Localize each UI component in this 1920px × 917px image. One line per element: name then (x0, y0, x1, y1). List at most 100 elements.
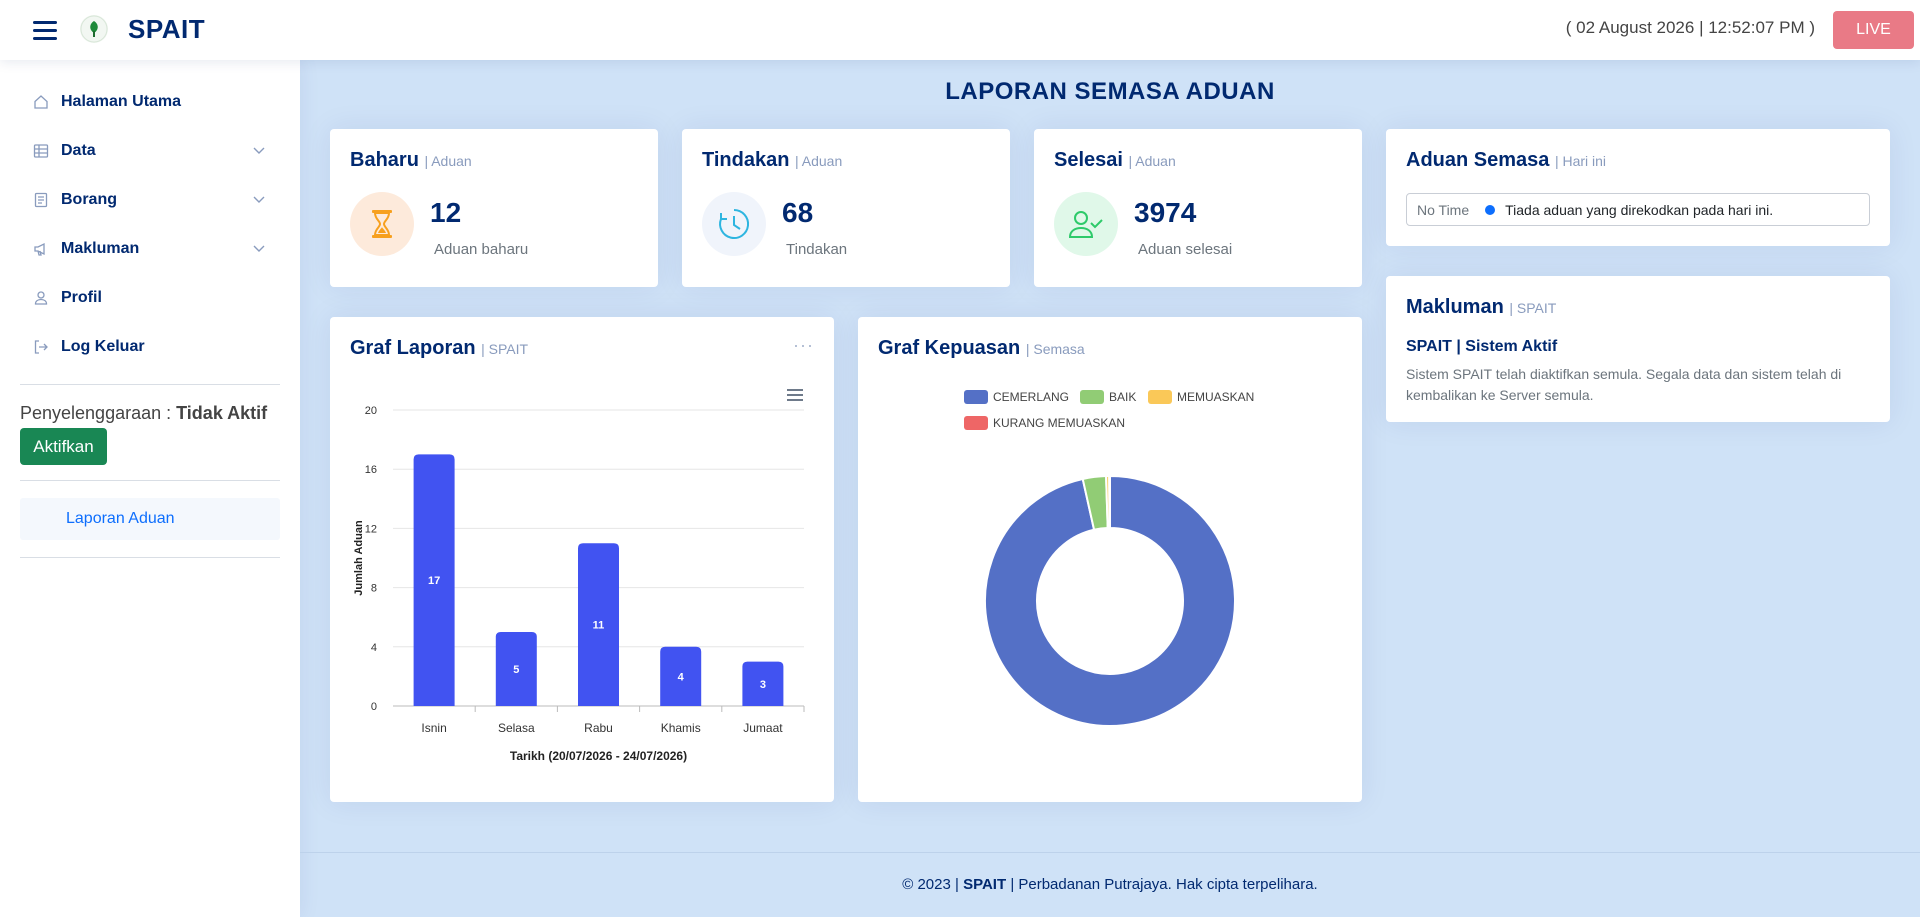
stat-label: Aduan baharu (434, 241, 529, 258)
card-subtitle: | Aduan (424, 153, 472, 169)
sidebar-item-profil[interactable]: Profil (20, 278, 276, 318)
card-title-text: Aduan Semasa (1406, 149, 1550, 171)
legend-label: MEMUASKAN (1177, 390, 1254, 404)
chevron-down-icon[interactable] (252, 143, 266, 162)
sidebar-item-halaman-utama[interactable]: Halaman Utama (20, 82, 276, 122)
stat-card-selesai: Selesai | Aduan 3974 Aduan selesai (1034, 129, 1362, 287)
activity-message: Tiada aduan yang direkodkan pada hari in… (1505, 201, 1774, 218)
x-tick-label: Isnin (421, 721, 446, 735)
card-subtitle: | Aduan (795, 153, 843, 169)
notice-heading: SPAIT | Sistem Aktif (1406, 338, 1558, 355)
live-button[interactable]: LIVE (1833, 11, 1914, 49)
current-complaints-card: Aduan Semasa | Hari ini No Time Tiada ad… (1386, 129, 1890, 246)
form-icon (33, 192, 55, 208)
card-subtitle: | Aduan (1128, 153, 1176, 169)
legend-label: CEMERLANG (993, 390, 1069, 404)
sidebar: Halaman Utama Data Borang Makluman Profi… (0, 60, 300, 917)
card-title: Selesai | Aduan (1054, 149, 1176, 172)
card-title-text: Tindakan (702, 149, 790, 171)
sidebar-item-label: Profil (61, 289, 102, 306)
stat-card-tindakan: Tindakan | Aduan 68 Tindakan (682, 129, 1010, 287)
card-title-text: Makluman (1406, 296, 1504, 318)
bar-chart: 0 4 8 12 16 20 17 Isnin 5 Selasa 11 Rabu 4 Khamis 3 Jum… (353, 389, 805, 763)
card-title: Baharu | Aduan (350, 149, 472, 172)
x-tick-label: Jumaat (743, 721, 783, 735)
sidebar-item-label: Makluman (61, 240, 140, 257)
logout-icon (33, 339, 55, 355)
sidebar-divider (20, 480, 280, 481)
stat-value: 3974 (1134, 197, 1197, 228)
sidebar-item-label: Data (61, 142, 96, 159)
footer-copyright: © 2023 | (902, 876, 959, 893)
clock-icon (702, 192, 766, 256)
status-dot-icon (1485, 204, 1496, 215)
chart-menu-line (787, 389, 803, 391)
megaphone-icon (33, 241, 55, 257)
sidebar-item-label: Halaman Utama (61, 93, 182, 110)
stat-label: Aduan selesai (1138, 241, 1233, 258)
activate-button[interactable]: Aktifkan (20, 428, 107, 465)
sidebar-item-data[interactable]: Data (20, 131, 276, 171)
chevron-down-icon[interactable] (252, 192, 266, 211)
card-title-text: Baharu (350, 149, 419, 171)
y-tick-label: 8 (371, 583, 377, 595)
sidebar-item-log-keluar[interactable]: Log Keluar (20, 327, 276, 367)
stat-label: Tindakan (786, 241, 848, 258)
bar (413, 454, 455, 706)
maintenance-label: Penyelenggaraan : (20, 403, 172, 423)
sidebar-item-label: Log Keluar (61, 338, 145, 355)
footer-brand: SPAIT (963, 876, 1007, 893)
card-subtitle: | SPAIT (1509, 300, 1557, 316)
person-check-icon (1054, 192, 1118, 256)
chevron-down-icon[interactable] (252, 241, 266, 260)
card-title: Aduan Semasa | Hari ini (1406, 149, 1606, 172)
legend-swatch (1148, 390, 1172, 404)
y-tick-label: 0 (371, 701, 377, 713)
stat-card-baharu: Baharu | Aduan 12 Aduan baharu (330, 129, 658, 287)
chart-menu-line (787, 394, 803, 396)
legend-swatch (964, 416, 988, 430)
card-title-text: Graf Laporan (350, 337, 476, 359)
pie-slice (984, 474, 1236, 727)
menu-toggle-icon[interactable] (33, 19, 57, 41)
data-label: 11 (593, 620, 605, 632)
logo-icon (80, 15, 108, 43)
sidebar-item-laporan-aduan[interactable]: Laporan Aduan (20, 498, 280, 540)
chart-menu-icon (787, 389, 803, 401)
bar (660, 646, 702, 706)
sidebar-divider (20, 557, 280, 558)
card-subtitle: | SPAIT (481, 341, 529, 357)
maintenance-value: Tidak Aktif (176, 403, 268, 423)
card-title: Graf Laporan | SPAIT (350, 337, 528, 360)
notice-card: Makluman | SPAIT SPAIT | Sistem Aktif Si… (1386, 276, 1890, 422)
y-tick-label: 16 (365, 464, 377, 476)
pie-chart-card: Graf Kepuasan | Semasa CEMERLANG BAIK MEMU… (858, 317, 1362, 802)
data-label: 4 (678, 671, 685, 683)
legend-label: BAIK (1109, 390, 1136, 404)
legend-swatch (1080, 390, 1104, 404)
activity-item: No Time Tiada aduan yang direkodkan pada… (1406, 193, 1870, 226)
top-header: SPAIT ( 02 August 2026 | 12:52:07 PM ) L… (0, 0, 1920, 60)
more-options-icon[interactable]: ··· (793, 335, 814, 355)
x-tick-label: Khamis (661, 721, 701, 735)
notice-body: Sistem SPAIT telah diaktifkan semula. Se… (1406, 366, 1842, 403)
page-title: LAPORAN SEMASA ADUAN (945, 78, 1275, 105)
x-axis-title: Tarikh (20/07/2026 - 24/07/2026) (510, 749, 687, 763)
brand-name[interactable]: SPAIT (128, 14, 206, 44)
activity-time: No Time (1417, 201, 1470, 218)
pie-slice (1108, 474, 1111, 530)
donut-chart: CEMERLANG BAIK MEMUASKAN KURANG MEMUASKAN (964, 390, 1254, 727)
card-subtitle: | Hari ini (1554, 153, 1607, 169)
card-title-text: Graf Kepuasan (878, 337, 1021, 359)
card-subtitle: | Semasa (1025, 341, 1085, 357)
bar (578, 543, 619, 706)
stat-value: 68 (782, 197, 814, 228)
y-tick-label: 4 (371, 642, 377, 654)
sidebar-item-makluman[interactable]: Makluman (20, 229, 276, 269)
sidebar-item-borang[interactable]: Borang (20, 180, 276, 220)
data-label: 17 (428, 575, 440, 587)
bar (742, 661, 784, 706)
card-title: Graf Kepuasan | Semasa (878, 337, 1085, 360)
person-icon (33, 290, 55, 306)
house-icon (33, 94, 55, 110)
